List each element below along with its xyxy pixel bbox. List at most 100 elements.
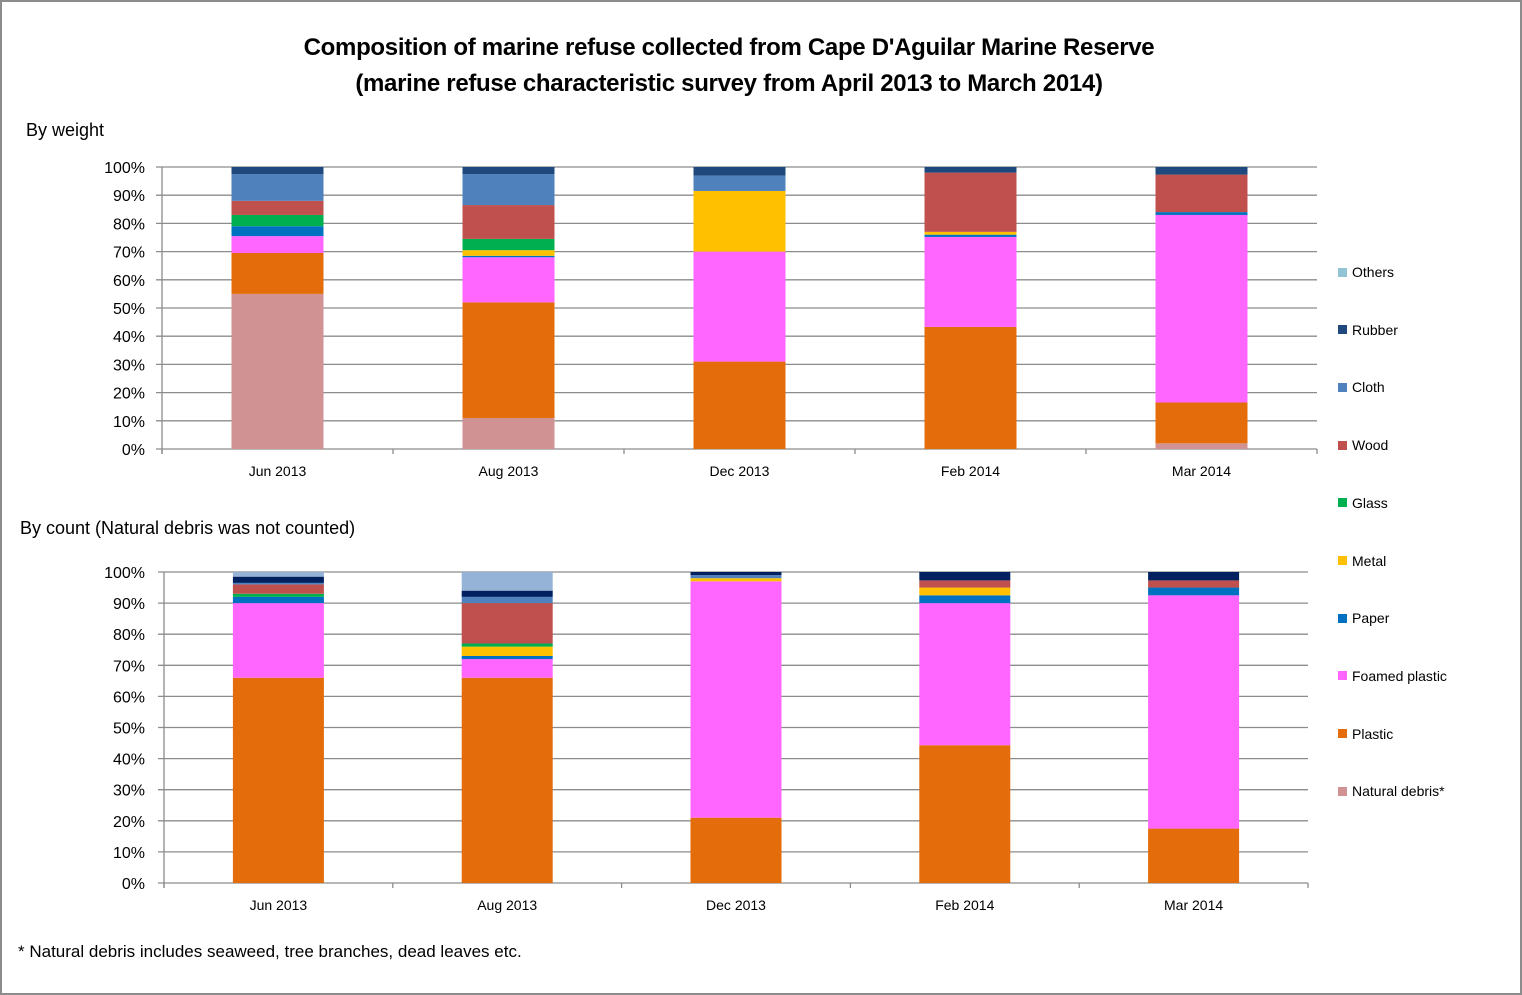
chart-title-line2: (marine refuse characteristic survey fro… <box>355 70 1103 97</box>
legend-item: Rubber <box>1338 320 1398 340</box>
y-tick-label: 60% <box>113 273 145 290</box>
x-category-label: Mar 2014 <box>1164 897 1223 913</box>
bar-segment-paper <box>462 255 555 258</box>
bar-segment-wood <box>462 205 555 239</box>
bar-segment-paper <box>1155 212 1248 215</box>
bar-segment-natural-debris <box>1155 443 1248 449</box>
bar-segment-metal <box>461 646 553 656</box>
chart-title-line1: Composition of marine refuse collected f… <box>303 34 1155 61</box>
y-tick-label: 90% <box>113 596 145 613</box>
legend-swatch <box>1338 556 1347 565</box>
bar-segment-foamed-plastic <box>1148 595 1240 829</box>
legend-swatch <box>1338 440 1347 450</box>
bar-segment-metal <box>919 587 1011 596</box>
bar-segment-cloth <box>461 596 553 604</box>
y-tick-label: 10% <box>113 845 145 862</box>
y-tick-label: 80% <box>113 216 145 233</box>
bar-segment-rubber <box>1148 572 1240 581</box>
bar-segment-rubber <box>232 576 324 583</box>
bar-segment-rubber <box>919 572 1011 581</box>
bar-segment-wood <box>1155 174 1248 213</box>
legend-label: Paper <box>1352 610 1390 627</box>
bar-segment-rubber <box>462 167 555 175</box>
legend-label: Others <box>1352 264 1395 280</box>
bar-segment-wood <box>924 172 1017 232</box>
y-tick-label: 100% <box>104 565 145 582</box>
y-tick-label: 80% <box>113 627 145 644</box>
bar-segment-others <box>232 572 324 577</box>
legend-swatch <box>1338 267 1347 277</box>
legend-swatch <box>1338 786 1347 796</box>
legend-item: Metal <box>1338 551 1386 571</box>
bar-segment-natural-debris <box>231 293 324 449</box>
y-tick-label: 0% <box>122 876 145 893</box>
legend-label: Foamed plastic <box>1352 667 1447 684</box>
bar-segment-rubber <box>1155 167 1248 175</box>
legend-label: Plastic <box>1352 725 1394 742</box>
legend-swatch <box>1338 498 1347 508</box>
bar-segment-paper <box>1148 587 1240 596</box>
bar-segment-plastic <box>919 745 1011 883</box>
legend-label: Rubber <box>1352 321 1398 338</box>
bar-segment-plastic <box>462 302 555 418</box>
bar-segment-paper <box>461 655 553 660</box>
bar-segment-wood <box>1148 580 1240 588</box>
bar-segment-plastic <box>693 361 786 449</box>
bar-segment-plastic <box>232 677 324 883</box>
count-chart-title: By count (Natural debris was not counted… <box>20 518 356 538</box>
legend-item: Paper <box>1338 608 1389 628</box>
legend-label: Cloth <box>1352 379 1385 396</box>
y-tick-label: 40% <box>113 329 145 346</box>
y-tick-label: 100% <box>104 160 145 177</box>
bar-segment-plastic <box>231 253 324 294</box>
bar-segment-cloth <box>232 582 324 585</box>
bar-segment-natural-debris <box>462 417 555 449</box>
legend-item: Others <box>1338 262 1394 282</box>
legend-item: Wood <box>1338 435 1388 455</box>
y-tick-label: 50% <box>113 721 145 738</box>
legend-label: Natural debris* <box>1352 783 1445 800</box>
bar-segment-plastic <box>1148 828 1240 883</box>
bar-segment-paper <box>231 226 324 237</box>
bar-segment-foamed-plastic <box>690 581 782 818</box>
x-category-label: Aug 2013 <box>477 897 537 913</box>
bar-segment-cloth <box>690 575 782 579</box>
y-tick-label: 10% <box>113 414 145 431</box>
bar-segment-paper <box>919 595 1011 604</box>
y-tick-label: 30% <box>113 357 145 374</box>
y-tick-label: 30% <box>113 783 145 800</box>
legend-swatch <box>1338 671 1347 681</box>
x-category-label: Aug 2013 <box>479 463 539 479</box>
bar-segment-foamed-plastic <box>1155 214 1248 403</box>
bar-segment-paper <box>232 596 324 604</box>
bar-segment-foamed-plastic <box>461 659 553 678</box>
bar-segment-cloth <box>231 174 324 201</box>
bar-segment-foamed-plastic <box>693 251 786 362</box>
bar-segment-glass <box>461 643 553 647</box>
legend-item: Plastic <box>1338 724 1393 744</box>
y-tick-label: 20% <box>113 814 145 831</box>
bar-segment-plastic <box>924 326 1017 449</box>
y-tick-label: 0% <box>122 442 145 459</box>
bar-segment-cloth <box>693 175 786 191</box>
bar-segment-foamed-plastic <box>462 257 555 303</box>
legend-item: Natural debris* <box>1338 781 1445 801</box>
bar-segment-wood <box>461 603 553 644</box>
x-category-label: Dec 2013 <box>710 463 770 479</box>
bar-segment-plastic <box>461 677 553 883</box>
bar-segment-rubber <box>924 167 1017 173</box>
legend-item: Cloth <box>1338 377 1385 397</box>
bar-segment-rubber <box>693 167 786 176</box>
legend-item: Glass <box>1338 493 1388 513</box>
x-category-label: Dec 2013 <box>706 897 766 913</box>
bar-segment-others <box>461 572 553 591</box>
legend-label: Glass <box>1352 494 1388 511</box>
x-category-label: Feb 2014 <box>941 463 1000 479</box>
bar-segment-foamed-plastic <box>232 603 324 678</box>
bar-segment-rubber <box>231 167 324 175</box>
bar-segment-plastic <box>690 817 782 883</box>
legend-label: Wood <box>1352 437 1389 454</box>
bar-segment-metal <box>693 190 786 252</box>
bar-segment-metal <box>924 231 1017 235</box>
